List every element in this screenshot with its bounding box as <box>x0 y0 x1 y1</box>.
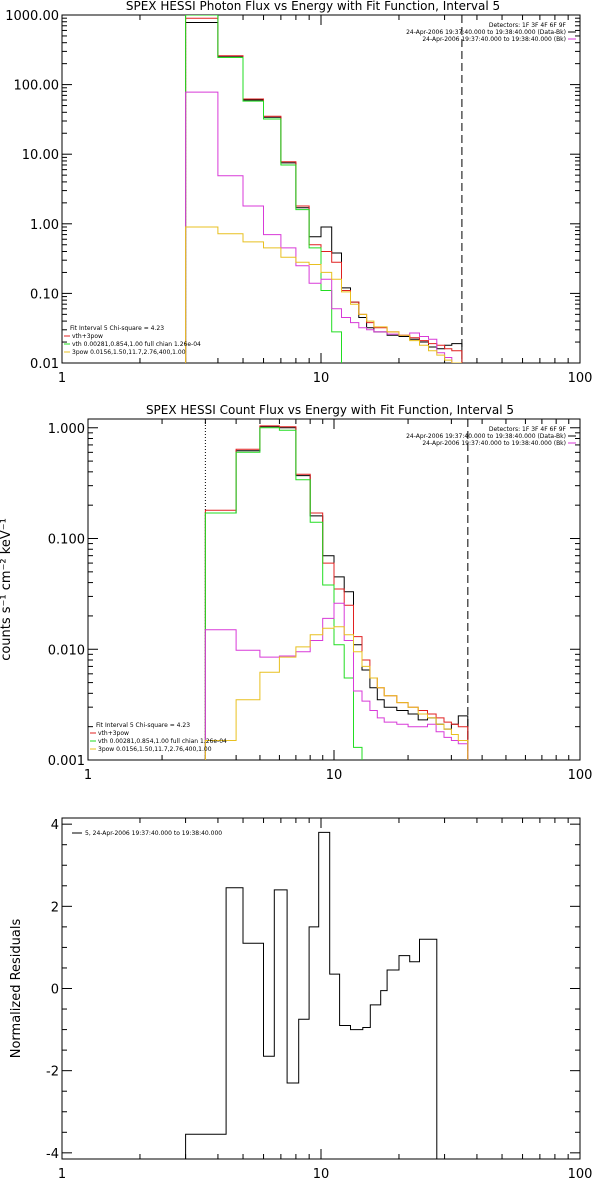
p1-ytick-label: 10.00 <box>22 148 59 163</box>
p3-axes-frame <box>61 817 581 1160</box>
p1-legend-entry: vth+3pow <box>72 333 103 340</box>
p1-series-vth <box>185 15 351 363</box>
p3-ytick-label: 0 <box>51 983 59 998</box>
p1-ytick-label: 100.00 <box>14 79 60 94</box>
p1-legend-entry: Fit Interval 5 Chi-square = 4.23 <box>70 325 164 332</box>
p2-title: SPEX HESSI Count Flux vs Energy with Fit… <box>146 403 514 417</box>
p2-series-model <box>204 425 469 760</box>
p1-plot-area <box>185 15 463 363</box>
p3-xtick-label: 1 <box>58 1167 66 1182</box>
p2-ytick-label: 0.100 <box>48 533 85 548</box>
p1-ytick-label: 1000.00 <box>5 9 59 24</box>
p3-legend-entry: 5, 24-Apr-2006 19:37:40.000 to 19:38:40.… <box>85 830 222 837</box>
p2-ylabel: counts s⁻¹ cm⁻² keV⁻¹ <box>0 518 14 661</box>
p1-legend-entry: 3pow 0.0156,1.50,11.7,2.76,400,1.00 <box>72 349 186 356</box>
p1-ytick-label: 0.10 <box>30 287 59 302</box>
p1-ytick-label: 0.01 <box>30 357 59 372</box>
p2-series-vth <box>204 427 371 760</box>
p3-ylabel: Normalized Residuals <box>9 919 24 1059</box>
p3-plot-area <box>185 831 462 1159</box>
p2-plot-area <box>204 425 469 760</box>
p2-ytick-label: 0.001 <box>48 754 85 769</box>
p2-info-line: 24-Apr-2006 19:37:40.000 to 19:38:40.000… <box>406 433 566 440</box>
p1-series-data <box>185 22 463 363</box>
p1-series-3pow <box>185 226 462 363</box>
p3-ytick-label: 4 <box>51 818 59 833</box>
p2-series-data <box>204 426 469 760</box>
p2-legend-entry: 3pow 0.0156,1.50,11.7,2.76,400,1.00 <box>98 746 212 753</box>
p2-legend-entry: vth+3pow <box>98 730 129 737</box>
p2-series-3pow <box>204 626 469 760</box>
p1-series-model <box>185 17 463 363</box>
p3-series-residual <box>185 831 462 1159</box>
p1-xtick-label: 10 <box>313 371 330 386</box>
p1-axes-frame <box>61 14 581 364</box>
p3-ytick-label: 2 <box>51 900 59 915</box>
p1-info-line: Detectors: 1F 3F 4F 6F 9F <box>489 22 567 29</box>
p1-info-line: 24-Apr-2006 19:37:40.000 to 19:38:40.000… <box>406 29 566 36</box>
p1-ytick-label: 1.00 <box>30 218 59 233</box>
p2-ytick-label: 0.010 <box>48 643 85 658</box>
p2-legend-entry: Fit Interval 5 Chi-square = 4.23 <box>96 722 190 729</box>
p2-xtick-label: 1 <box>84 768 92 783</box>
p2-legend-entry: vth 0.00281,0.854,1.00 full chian 1.26e-… <box>98 738 227 745</box>
p1-legend-entry: vth 0.00281,0.854,1.00 full chian 1.26e-… <box>72 341 201 348</box>
p2-xtick-label: 100 <box>568 768 593 783</box>
p1-title: SPEX HESSI Photon Flux vs Energy with Fi… <box>126 0 500 13</box>
p2-info-line: Detectors: 1F 3F 4F 6F 9F <box>489 426 567 433</box>
p2-xtick-label: 10 <box>326 768 343 783</box>
p3-ytick-label: -2 <box>46 1065 59 1080</box>
p1-xtick-label: 1 <box>58 371 66 386</box>
p3-ytick-label: -4 <box>46 1147 59 1162</box>
p2-series-bk <box>204 602 469 760</box>
p1-info-line: 24-Apr-2006 19:37:40.000 to 19:38:40.000… <box>422 36 566 43</box>
p3-xtick-label: 10 <box>313 1167 330 1182</box>
p1-series-bk <box>185 91 462 363</box>
p2-ytick-label: 1.000 <box>48 422 85 437</box>
p1-xtick-label: 100 <box>568 371 593 386</box>
p3-xtick-label: 100 <box>568 1167 593 1182</box>
p2-info-line: 24-Apr-2006 19:37:40.000 to 19:38:40.000… <box>422 440 566 447</box>
